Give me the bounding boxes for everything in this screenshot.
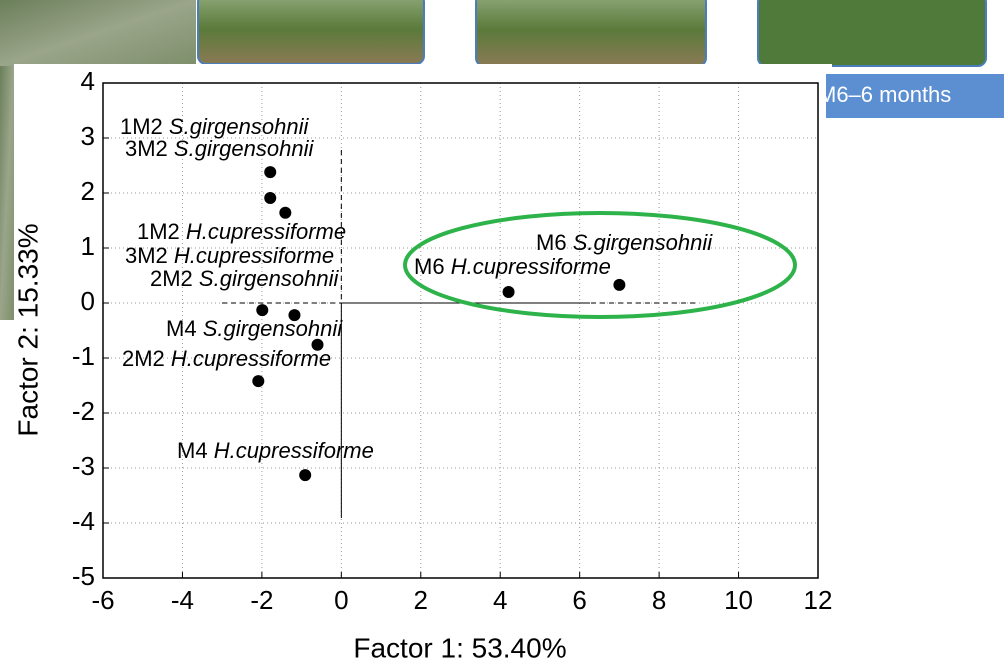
label-species: S.girgensohnii: [174, 136, 315, 161]
y-tick-label: -1: [72, 341, 95, 371]
x-tick-label: 0: [334, 585, 348, 615]
x-tick-label: 4: [493, 585, 507, 615]
point-label: M4 H.cupressiforme: [177, 438, 374, 463]
label-sample: M4: [166, 316, 197, 341]
y-tick-label: 2: [81, 176, 95, 206]
point: [279, 207, 291, 219]
point: [264, 192, 276, 204]
aerial-photo: [0, 0, 196, 66]
point-label: 2M2 H.cupressiforme: [122, 346, 331, 371]
y-axis-title: Factor 2: 15.33%: [12, 223, 43, 436]
x-tick-label: 2: [414, 585, 428, 615]
label-species: H.cupressiforme: [174, 243, 334, 268]
point: [299, 469, 311, 481]
y-tick-label: 0: [81, 286, 95, 316]
badge-text: M6–6 months: [818, 82, 951, 107]
point-label: 3M2 S.girgensohnii: [125, 136, 314, 161]
label-species: H.cupressiforme: [186, 219, 346, 244]
label-species: H.cupressiforme: [214, 438, 374, 463]
label-sample: 3M2: [125, 243, 168, 268]
label-sample: 2M2: [122, 346, 165, 371]
point: [252, 375, 264, 387]
x-tick-label: 8: [652, 585, 666, 615]
x-axis-title: Factor 1: 53.40%: [353, 632, 566, 658]
point: [256, 304, 268, 316]
label-species: S.girgensohnii: [573, 230, 714, 255]
vineyard-photo: [476, 0, 706, 66]
label-species: H.cupressiforme: [451, 254, 611, 279]
x-tick-label: -6: [91, 585, 114, 615]
point-label: 3M2 H.cupressiforme: [125, 243, 334, 268]
label-sample: M6: [536, 230, 567, 255]
label-sample: M6: [414, 254, 445, 279]
label-sample: M4: [177, 438, 208, 463]
label-sample: 1M2: [137, 219, 180, 244]
vineyard-photo: [758, 0, 986, 66]
y-tick-label: 4: [81, 66, 95, 96]
label-species: S.girgensohnii: [203, 316, 344, 341]
point-label: M4 S.girgensohnii: [166, 316, 343, 341]
point-label: M6 H.cupressiforme: [414, 254, 611, 279]
point-label: 2M2 S.girgensohnii: [150, 266, 339, 291]
y-tick-label: -2: [72, 396, 95, 426]
x-tick-label: 6: [572, 585, 586, 615]
x-tick-label: -2: [250, 585, 273, 615]
x-tick-label: 12: [804, 585, 833, 615]
point: [613, 279, 625, 291]
x-tick-label: 10: [724, 585, 753, 615]
x-tick-label: -4: [171, 585, 194, 615]
badge-clip: M6–6 months: [818, 82, 951, 107]
label-sample: 3M2: [125, 136, 168, 161]
y-tick-label: 3: [81, 121, 95, 151]
point: [264, 166, 276, 178]
label-sample: 2M2: [150, 266, 193, 291]
label-species: H.cupressiforme: [171, 346, 331, 371]
page: M6–6 months Factor 2: 15.33% Factor 1: 5…: [0, 0, 1004, 658]
slide: M6–6 months Factor 2: 15.33% Factor 1: 5…: [0, 0, 1004, 658]
y-tick-label: 1: [81, 231, 95, 261]
vineyard-photo: [198, 0, 424, 64]
label-species: S.girgensohnii: [199, 266, 340, 291]
y-tick-label: -4: [72, 506, 95, 536]
point-label: 1M2 H.cupressiforme: [137, 219, 346, 244]
point: [503, 286, 515, 298]
point-label: M6 S.girgensohnii: [536, 230, 713, 255]
y-tick-label: -3: [72, 451, 95, 481]
